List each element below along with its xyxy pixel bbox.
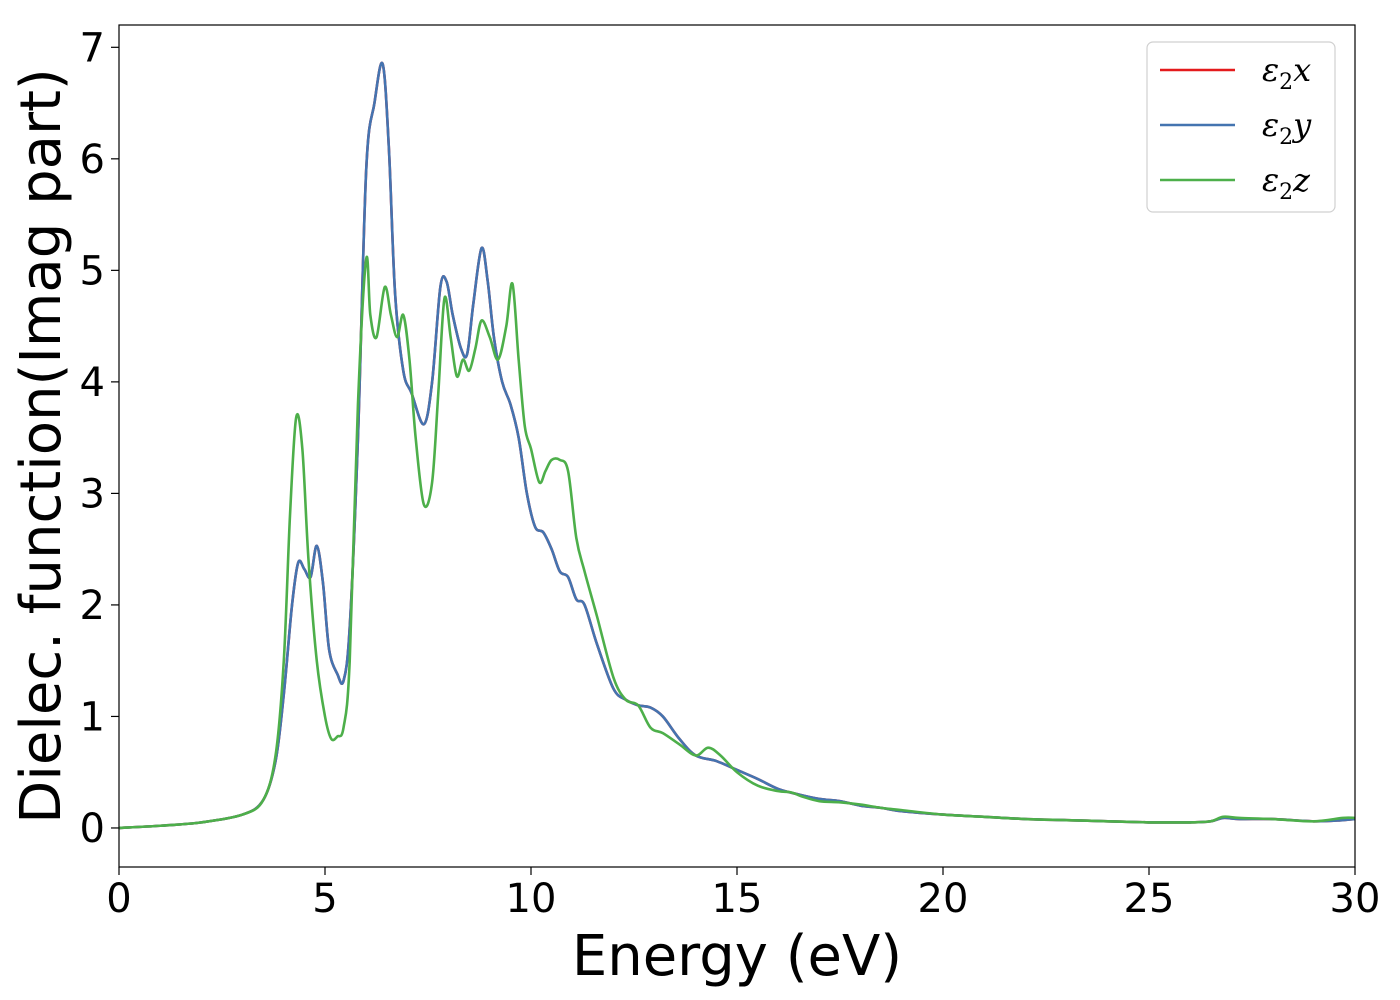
y-tick-label: 1 — [80, 694, 105, 740]
y-tick-label: 2 — [80, 583, 105, 629]
x-tick-label: 0 — [106, 876, 131, 922]
y-tick-label: 7 — [80, 25, 105, 71]
legend-entry: ε2y — [1262, 106, 1312, 150]
y-tick-label: 6 — [80, 137, 105, 183]
series-line-ε2z — [119, 255, 1355, 830]
y-tick-label: 0 — [80, 806, 105, 852]
x-tick-label: 5 — [312, 876, 337, 922]
y-tick-label: 5 — [80, 248, 105, 294]
legend-box — [1146, 41, 1336, 213]
x-axis-label: Energy (eV) — [572, 924, 902, 989]
y-axis: 0 1 2 3 4 5 6 7 — [80, 25, 119, 852]
x-tick-label: 30 — [1330, 876, 1381, 922]
legend-entry: ε2x — [1262, 51, 1311, 95]
x-tick-label: 15 — [712, 876, 763, 922]
series-layer — [119, 61, 1355, 830]
x-axis: 0 5 10 15 20 25 30 — [106, 867, 1380, 922]
x-tick-label: 25 — [1124, 876, 1175, 922]
y-tick-label: 3 — [80, 471, 105, 517]
legend: ε2x ε2y ε2z — [1146, 41, 1336, 213]
x-tick-label: 20 — [918, 876, 969, 922]
y-tick-label: 4 — [80, 360, 105, 406]
y-axis-label: Dielec. function(Imag part) — [9, 68, 74, 824]
legend-entry: ε2z — [1262, 161, 1311, 205]
x-tick-label: 10 — [506, 876, 557, 922]
